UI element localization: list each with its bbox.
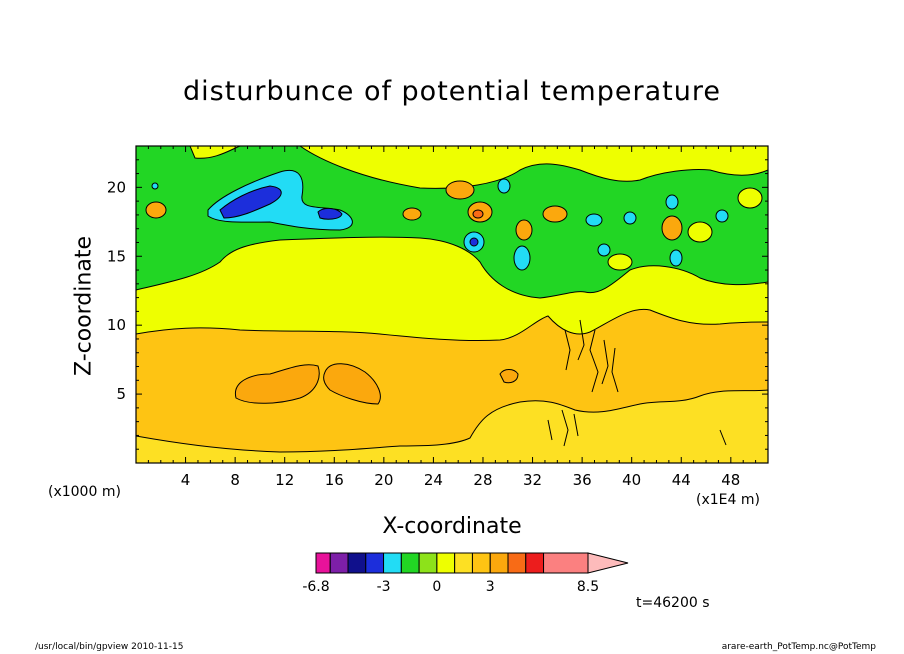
- x-unit-note: (x1000 m): [48, 484, 121, 500]
- contour-cell-7: [145, 201, 167, 219]
- time-label: t=46200 s: [636, 595, 710, 611]
- x-tick-label-11: 48: [721, 471, 740, 489]
- contour-cell-y1: [737, 187, 763, 209]
- x-tick-label-7: 32: [523, 471, 542, 489]
- y-tick-label-3: 20: [107, 178, 126, 196]
- colorbar-tick-label-0: -6.8: [302, 579, 329, 595]
- plot-frame: [135, 145, 769, 464]
- y-axis: 5 10 15 20: [107, 159, 768, 450]
- colorbar-segment-6: [418, 552, 438, 574]
- contour-cell-cyan-4: [585, 213, 603, 227]
- contour-cell-y3: [607, 253, 633, 271]
- contour-cell-cyan-5: [623, 211, 637, 225]
- x-tick-label-6: 28: [473, 471, 492, 489]
- contour-blob-blue-2: [317, 207, 343, 220]
- contour-cell-4: [515, 219, 533, 241]
- y-tick-label-2: 15: [107, 247, 126, 265]
- chart-title: disturbunce of potential temperature: [183, 76, 721, 107]
- colorbar-arrow: [587, 552, 629, 574]
- colorbar-segment-12: [525, 552, 545, 574]
- colorbar: [315, 552, 629, 574]
- contour-cell-blue-1: [469, 237, 479, 247]
- colorbar-segment-4: [383, 552, 402, 574]
- contour-cell-cyan-6: [665, 194, 679, 210]
- x-tick-label-4: 20: [374, 471, 393, 489]
- contour-blob-blue-1: [219, 185, 282, 219]
- colorbar-segment-2: [347, 552, 367, 574]
- footer-command: /usr/local/bin/gpview 2010-11-15: [35, 642, 184, 652]
- x-tick-label-2: 12: [275, 471, 294, 489]
- contour-field: [136, 146, 768, 463]
- contour-cell-cyan-3: [497, 178, 511, 194]
- x-scale-note: (x1E4 m): [696, 492, 760, 508]
- colorbar-tick-label-1: -3: [377, 579, 391, 595]
- colorbar-segment-9: [471, 552, 491, 574]
- contour-blob-orange-2: [323, 363, 381, 405]
- colorbar-segment-10: [489, 552, 509, 574]
- contour-blob-orange-3: [499, 369, 519, 384]
- y-tick-label-0: 5: [116, 385, 126, 403]
- x-tick-label-3: 16: [325, 471, 344, 489]
- colorbar-segment-7: [436, 552, 456, 574]
- contour-blob-cyan-1: [207, 170, 353, 231]
- colorbar-segment-5: [400, 552, 420, 574]
- contour-blob-orange-1: [234, 364, 320, 404]
- contour-cell-cyan-7: [715, 209, 729, 223]
- y-axis-label: Z-coordinate: [71, 236, 97, 376]
- contour-cell-cyan-10: [151, 182, 159, 190]
- contour-cell-5: [542, 205, 568, 223]
- x-axis-label-text: X-coordinate: [382, 514, 522, 539]
- contour-region-top-yellow-2: [299, 146, 768, 189]
- contour-cell-6: [402, 207, 422, 221]
- x-tick-label-0: 4: [181, 471, 191, 489]
- x-tick-label-5: 24: [424, 471, 443, 489]
- x-axis-label: X-coordinate: [0, 514, 904, 539]
- colorbar-segment-8: [454, 552, 473, 574]
- footer-file: arare-earth_PotTemp.nc@PotTemp: [721, 642, 876, 652]
- contour-cell-cyan-8: [669, 249, 683, 267]
- y-tick-label-1: 10: [107, 316, 126, 334]
- colorbar-segment-3: [365, 552, 385, 574]
- contour-cell-3: [472, 209, 484, 219]
- contour-cell-cyan-2: [513, 245, 531, 271]
- colorbar-tick-label-3: 3: [486, 579, 495, 595]
- x-tick-label-9: 40: [622, 471, 641, 489]
- contour-cell-cyan-9: [597, 243, 611, 257]
- x-tick-label-1: 8: [230, 471, 240, 489]
- colorbar-ticks: -6.8 -3 0 3 8.5: [302, 579, 599, 595]
- colorbar-segment-1: [329, 552, 349, 574]
- x-tick-label-8: 36: [573, 471, 592, 489]
- colorbar-tick-label-4: 8.5: [577, 579, 599, 595]
- contour-cell-1: [445, 180, 475, 200]
- colorbar-segment-0: [315, 552, 331, 574]
- x-tick-label-10: 44: [672, 471, 691, 489]
- colorbar-segment-13: [543, 552, 589, 574]
- contour-cell-8: [661, 215, 683, 241]
- x-axis: 4 8 12 16 20 24 28 32 36 40 44 48: [147, 146, 757, 489]
- colorbar-tick-label-2: 0: [432, 579, 441, 595]
- contour-cell-y2: [687, 221, 713, 243]
- contour-region-noise: [547, 319, 727, 447]
- contour-region-bottom-yellow: [136, 389, 768, 463]
- colorbar-segment-11: [507, 552, 527, 574]
